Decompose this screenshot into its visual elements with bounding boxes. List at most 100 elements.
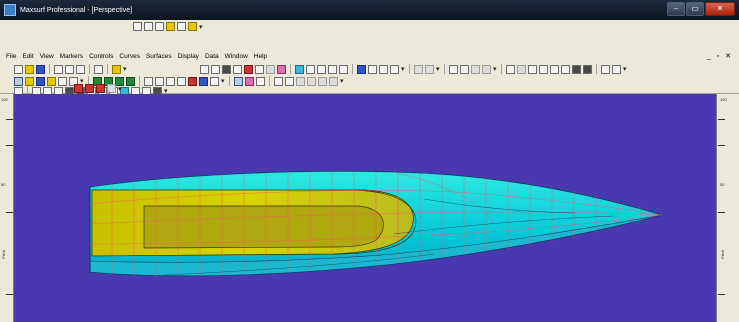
shade-icon[interactable] [115, 76, 124, 86]
render-icon[interactable] [234, 76, 243, 86]
zoom-in-icon[interactable] [133, 22, 142, 31]
print-icon[interactable] [94, 64, 103, 74]
pencil-icon[interactable] [449, 64, 458, 74]
zoom-out-icon[interactable] [144, 22, 153, 31]
pen-icon[interactable] [222, 64, 231, 74]
curve-icon[interactable] [317, 64, 326, 74]
menu-display[interactable]: Display [177, 53, 199, 60]
paste-icon[interactable] [76, 64, 85, 74]
render-pink-icon[interactable] [245, 76, 254, 86]
arc-right-icon[interactable] [425, 64, 434, 74]
doc-icon[interactable] [390, 64, 399, 74]
stack-icon[interactable] [255, 64, 264, 74]
snap-icon[interactable] [528, 64, 537, 74]
move-icon[interactable] [58, 76, 67, 86]
split-icon[interactable] [471, 64, 480, 74]
menu-window[interactable]: Window [224, 53, 248, 60]
crosshair-icon[interactable] [539, 64, 548, 74]
net-alt-icon[interactable] [155, 76, 164, 86]
arc-icon[interactable] [339, 64, 348, 74]
x-mark-icon[interactable] [572, 64, 581, 74]
view-side-icon[interactable] [285, 76, 294, 86]
loop-alt-icon[interactable] [612, 64, 621, 74]
menu-data[interactable]: Data [204, 53, 219, 60]
minimize-button[interactable]: – [667, 2, 685, 16]
view-more-icon[interactable] [329, 76, 338, 86]
box-icon[interactable] [306, 64, 315, 74]
node-icon[interactable] [36, 76, 45, 86]
hull-icon[interactable] [188, 76, 197, 86]
cut-icon[interactable] [54, 64, 63, 74]
wireframe-icon[interactable] [126, 76, 135, 86]
chevron-down-icon[interactable]: ▾ [401, 66, 405, 73]
fillet-icon[interactable] [74, 84, 83, 93]
frame-blue-icon[interactable] [368, 64, 377, 74]
diamond-icon[interactable] [107, 84, 116, 93]
paint-icon[interactable] [277, 64, 286, 74]
marker-icon[interactable] [233, 64, 242, 74]
menu-view[interactable]: View [39, 53, 54, 60]
stations-alt-icon[interactable] [177, 76, 186, 86]
menu-help[interactable]: Help [253, 53, 268, 60]
join-icon[interactable] [482, 64, 491, 74]
bucket-icon[interactable] [295, 64, 304, 74]
cross-link-icon[interactable] [85, 84, 94, 93]
chevron-down-icon[interactable]: ▾ [436, 66, 440, 73]
menu-controls[interactable]: Controls [89, 53, 114, 60]
chevron-down-icon[interactable]: ▾ [493, 66, 497, 73]
lightning-icon[interactable] [188, 22, 197, 31]
chevron-down-icon[interactable]: ▾ [340, 78, 344, 85]
maximize-button[interactable]: ▭ [686, 2, 704, 16]
arc-left-icon[interactable] [414, 64, 423, 74]
line-draw-icon[interactable] [506, 64, 515, 74]
mirror-icon[interactable] [256, 76, 265, 86]
chevron-down-icon[interactable]: ▾ [623, 66, 627, 73]
net-icon[interactable] [144, 76, 153, 86]
open-file-icon[interactable] [25, 64, 34, 74]
diagonal-icon[interactable] [561, 64, 570, 74]
new-file-icon[interactable] [14, 64, 23, 74]
lines-icon[interactable] [328, 64, 337, 74]
view-reset-icon[interactable] [318, 76, 327, 86]
hull-blue-icon[interactable] [199, 76, 208, 86]
flag-icon[interactable] [244, 64, 253, 74]
chevron-down-icon[interactable]: ▾ [221, 78, 225, 85]
refresh-icon[interactable] [517, 64, 526, 74]
pan-icon[interactable] [155, 22, 164, 31]
chart-icon[interactable] [210, 76, 219, 86]
stations-icon[interactable] [166, 76, 175, 86]
loop-icon[interactable] [601, 64, 610, 74]
view-front-icon[interactable] [274, 76, 283, 86]
ghost-icon[interactable] [266, 64, 275, 74]
add-node-icon[interactable] [47, 76, 56, 86]
mdi-window-controls[interactable]: _ ▫ ✕ [706, 53, 733, 60]
rotate-arc-icon[interactable] [460, 64, 469, 74]
view-iso-icon[interactable] [307, 76, 316, 86]
chevron-down-icon[interactable]: ▾ [80, 78, 84, 85]
menu-markers[interactable]: Markers [59, 53, 84, 60]
control-box-icon[interactable] [200, 64, 209, 74]
hull-canvas[interactable] [14, 94, 716, 322]
chevron-down-icon[interactable]: ▾ [199, 23, 203, 31]
perspective-viewport[interactable]: 100 50 Pitch [0, 94, 739, 322]
copy-icon[interactable] [65, 64, 74, 74]
offset-icon[interactable] [96, 84, 105, 93]
rotate-icon[interactable] [177, 22, 186, 31]
x-bold-icon[interactable] [583, 64, 592, 74]
frame-icon[interactable] [211, 64, 220, 74]
chevron-down-icon[interactable]: ▾ [123, 66, 127, 73]
close-button[interactable]: ✕ [705, 2, 735, 16]
view-top-icon[interactable] [296, 76, 305, 86]
home-view-icon[interactable] [166, 22, 175, 31]
select-icon[interactable] [14, 76, 23, 86]
menu-file[interactable]: File [6, 53, 17, 60]
menu-surfaces[interactable]: Surfaces [145, 53, 172, 60]
square-icon[interactable] [357, 64, 366, 74]
save-icon[interactable] [36, 64, 45, 74]
line-tool-icon[interactable] [379, 64, 388, 74]
cross-icon[interactable] [550, 64, 559, 74]
chevron-down-icon[interactable]: ▾ [118, 85, 122, 93]
menu-curves[interactable]: Curves [119, 53, 140, 60]
help-icon[interactable] [112, 64, 121, 74]
menu-edit[interactable]: Edit [22, 53, 34, 60]
